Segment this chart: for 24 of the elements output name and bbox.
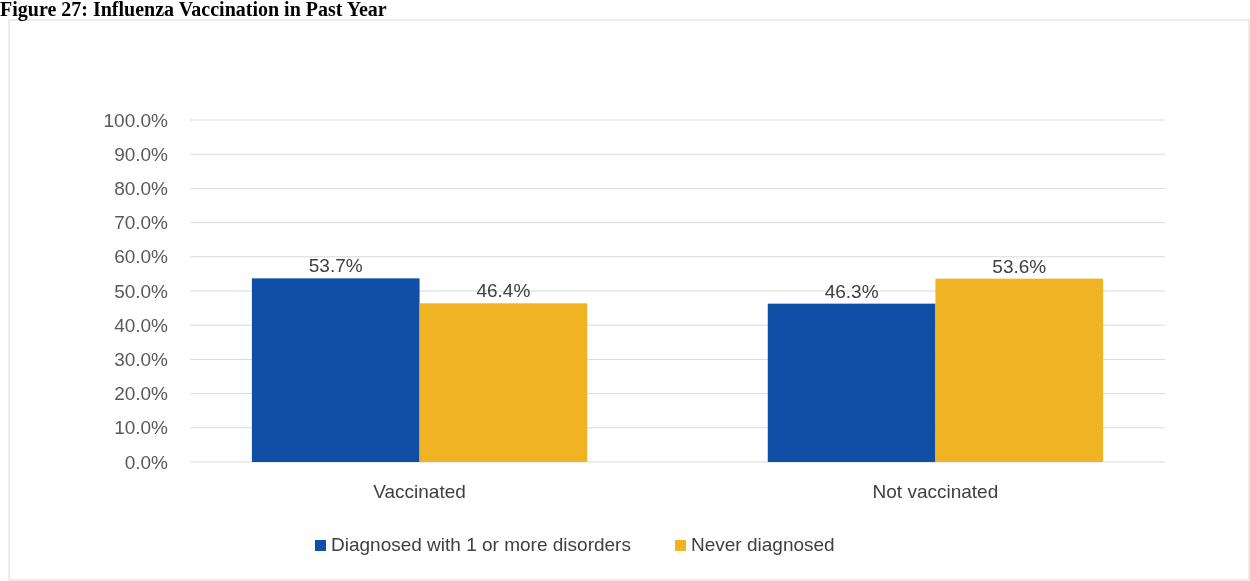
bar: [251, 278, 420, 462]
y-tick-label: 10.0%: [114, 417, 169, 439]
bar: [935, 278, 1104, 462]
text: 53.7%: [308, 255, 363, 277]
text: 53.6%: [992, 255, 1047, 277]
y-tick-label: 30.0%: [114, 349, 169, 371]
y-tick-label: 40.0%: [114, 314, 169, 336]
x-tick-label: Vaccinated: [373, 481, 466, 502]
y-tick-label: 80.0%: [114, 178, 169, 200]
bar: [767, 303, 936, 462]
x-tick-label: Not vaccinated: [872, 481, 999, 502]
legend-label: Never diagnosed: [691, 534, 835, 555]
y-tick-label: 70.0%: [114, 212, 169, 234]
text: 46.4%: [476, 280, 531, 302]
y-tick-label: 0.0%: [124, 451, 169, 473]
bar: [419, 303, 588, 462]
text: 46.3%: [824, 280, 879, 302]
y-tick-label: 60.0%: [114, 246, 169, 268]
y-tick-label: 90.0%: [114, 143, 169, 165]
chart-title: Figure 27: Influenza Vaccination in Past Year: [0, 0, 387, 21]
y-tick-label: 100.0%: [103, 109, 169, 131]
y-tick-label: 20.0%: [114, 383, 169, 405]
y-tick-label: 50.0%: [114, 280, 169, 302]
legend-label: Diagnosed with 1 or more disorders: [331, 534, 631, 555]
